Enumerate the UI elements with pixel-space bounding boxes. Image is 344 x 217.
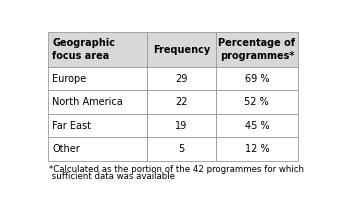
Bar [49, 114, 147, 137]
Text: North America: North America [52, 97, 123, 107]
Bar [49, 32, 147, 67]
Bar [49, 90, 147, 114]
Bar [147, 114, 216, 137]
Text: Geographic
focus area: Geographic focus area [52, 38, 115, 61]
Text: Europe: Europe [52, 74, 87, 84]
Bar [147, 67, 216, 90]
Text: *Calculated as the portion of the 42 programmes for which: *Calculated as the portion of the 42 pro… [49, 165, 304, 174]
Bar [147, 137, 216, 161]
Text: Frequency: Frequency [153, 44, 210, 54]
Bar [216, 67, 298, 90]
Text: Other: Other [52, 144, 80, 154]
Bar [216, 137, 298, 161]
Text: 52 %: 52 % [245, 97, 269, 107]
Text: 29: 29 [175, 74, 187, 84]
Text: Percentage of
programmes*: Percentage of programmes* [218, 38, 295, 61]
Text: 5: 5 [178, 144, 184, 154]
Bar [216, 32, 298, 67]
Text: 45 %: 45 % [245, 121, 269, 131]
Bar [49, 67, 147, 90]
Bar [147, 90, 216, 114]
Text: sufficient data was available: sufficient data was available [49, 172, 175, 181]
Text: 22: 22 [175, 97, 188, 107]
Text: Far East: Far East [52, 121, 91, 131]
Text: 19: 19 [175, 121, 187, 131]
Bar [216, 114, 298, 137]
Text: 12 %: 12 % [245, 144, 269, 154]
Text: 69 %: 69 % [245, 74, 269, 84]
Bar [216, 90, 298, 114]
Bar [147, 32, 216, 67]
Bar [49, 137, 147, 161]
